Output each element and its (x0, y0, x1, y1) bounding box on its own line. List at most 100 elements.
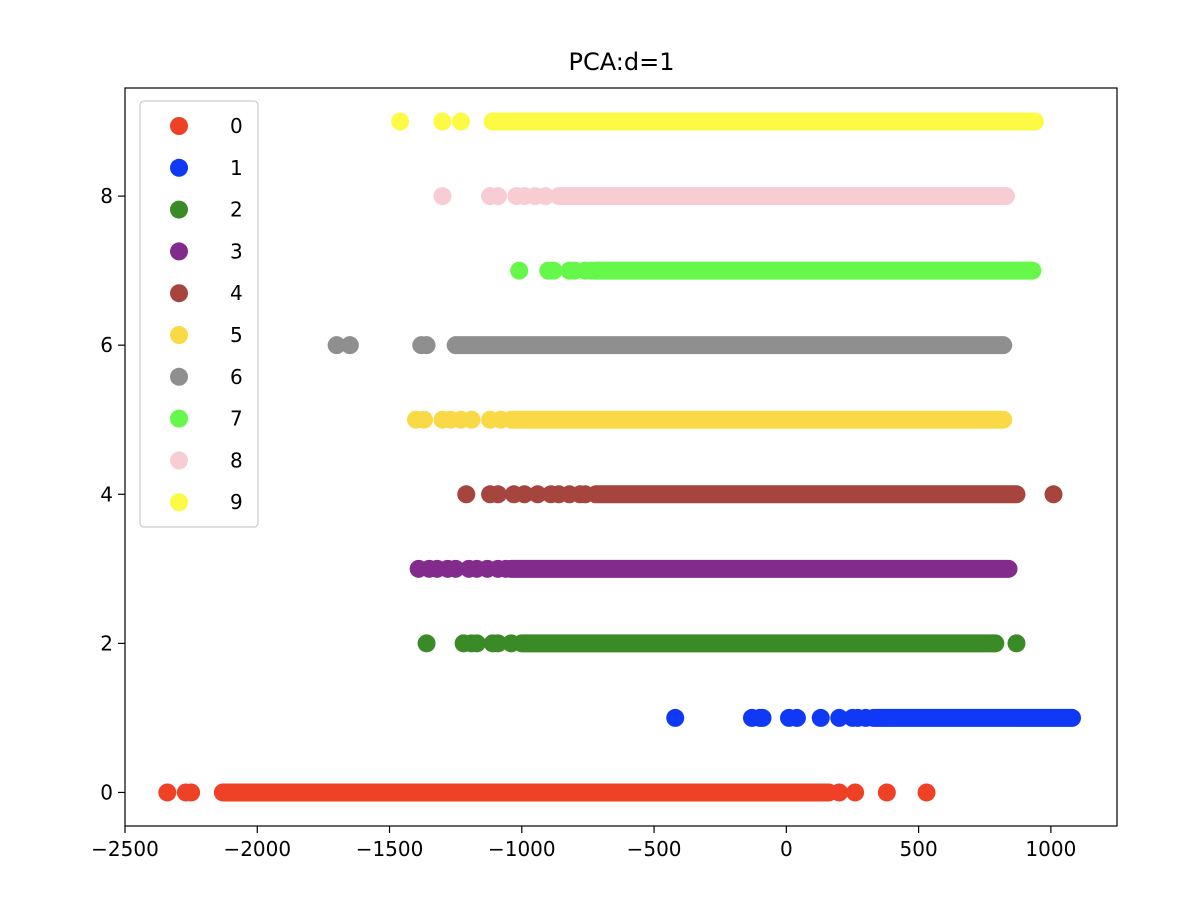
point-0-5 (877, 783, 896, 802)
x-tick-label: −2500 (91, 837, 159, 861)
legend-label: 8 (230, 448, 243, 472)
point-2-5 (488, 634, 507, 653)
point-9-1 (433, 112, 452, 131)
point-band-5 (502, 410, 1013, 429)
legend-label: 1 (230, 156, 243, 180)
y-axis: 0 2 4 6 8 (100, 184, 125, 804)
point-4-5 (528, 485, 547, 504)
x-tick-label: 0 (780, 837, 793, 861)
legend-marker (170, 242, 188, 261)
point-6-0 (327, 336, 346, 355)
point-band-6 (446, 336, 1013, 355)
series-4 (457, 485, 1063, 504)
point-2-7 (1007, 634, 1026, 653)
point-5-1 (414, 410, 433, 429)
y-tick-label: 0 (100, 780, 113, 804)
point-9-0 (391, 112, 410, 131)
series-8 (433, 187, 1015, 206)
point-1-3 (753, 708, 772, 727)
point-8-0 (433, 187, 452, 206)
point-band-0 (213, 783, 838, 802)
legend-marker (170, 367, 188, 386)
point-6-1 (340, 336, 359, 355)
series-0 (158, 783, 936, 802)
point-1-5 (787, 708, 806, 727)
legend-label: 4 (230, 281, 243, 305)
x-tick-label: 1000 (1025, 837, 1076, 861)
point-8-6 (536, 187, 555, 206)
legend-marker (170, 326, 188, 344)
point-band-4 (586, 485, 1026, 504)
point-9-4 (507, 112, 526, 131)
point-1-6 (811, 708, 830, 727)
y-tick-label: 4 (100, 482, 113, 506)
x-axis: −2500 −2000 −1500 −1000 −500 0 500 1000 (91, 826, 1076, 861)
point-9-5 (523, 112, 542, 131)
point-band-3 (502, 559, 1018, 578)
point-4-4 (515, 485, 534, 504)
legend-marker (170, 158, 188, 177)
point-7-0 (510, 261, 529, 280)
legend-label: 3 (230, 239, 243, 263)
point-4-0 (457, 485, 476, 504)
point-0-4 (846, 783, 865, 802)
series-5 (406, 410, 1013, 429)
legend-label: 0 (230, 114, 243, 138)
point-4-11 (1044, 485, 1063, 504)
legend-item-4: 4 (170, 281, 243, 305)
y-tick-label: 6 (100, 333, 113, 357)
point-9-2 (451, 112, 470, 131)
series-6 (327, 336, 1013, 355)
point-7-2 (544, 261, 563, 280)
legend-item-9: 9 (170, 490, 243, 514)
legend-item-1: 1 (170, 156, 243, 180)
point-9-9 (1015, 112, 1034, 131)
point-8-2 (488, 187, 507, 206)
x-tick-label: −1000 (488, 837, 556, 861)
legend-item-2: 2 (170, 198, 243, 222)
legend-marker (170, 451, 188, 470)
point-6-3 (417, 336, 436, 355)
point-1-7 (830, 708, 849, 727)
point-9-7 (547, 112, 566, 131)
point-1-0 (666, 708, 685, 727)
point-4-10 (576, 485, 595, 504)
series-1 (666, 708, 1082, 727)
x-tick-label: 500 (900, 837, 938, 861)
point-7-6 (581, 261, 600, 280)
point-0-2 (182, 783, 201, 802)
chart-title: PCA:d=1 (569, 48, 675, 76)
legend: 0 1 2 3 4 5 6 7 8 9 (139, 100, 259, 528)
legend-box (139, 100, 259, 528)
axes-frame (124, 87, 1118, 827)
legend-marker (170, 493, 188, 512)
point-band-9 (483, 112, 1044, 131)
point-2-6 (502, 634, 521, 653)
x-tick-label: −1500 (356, 837, 424, 861)
legend-label: 6 (230, 365, 243, 389)
point-1-11 (864, 708, 883, 727)
point-3-4 (446, 559, 465, 578)
point-4-2 (488, 485, 507, 504)
series-3 (409, 559, 1018, 578)
y-tick-label: 8 (100, 184, 113, 208)
legend-item-8: 8 (170, 448, 243, 472)
legend-label: 2 (230, 198, 243, 222)
point-0-6 (917, 783, 936, 802)
point-2-3 (467, 634, 486, 653)
legend-marker (170, 200, 188, 219)
point-band-7 (586, 261, 1042, 280)
point-5-5 (462, 410, 481, 429)
legend-item-6: 6 (170, 365, 243, 389)
legend-label: 9 (230, 490, 243, 514)
legend-item-5: 5 (170, 323, 243, 347)
plot-area (158, 112, 1082, 802)
y-tick-label: 2 (100, 631, 113, 655)
legend-label: 7 (230, 407, 243, 431)
point-5-7 (491, 410, 510, 429)
series-2 (417, 634, 1026, 653)
point-band-2 (512, 634, 1005, 653)
legend-label: 5 (230, 323, 243, 347)
legend-item-3: 3 (170, 239, 243, 263)
point-2-0 (417, 634, 436, 653)
